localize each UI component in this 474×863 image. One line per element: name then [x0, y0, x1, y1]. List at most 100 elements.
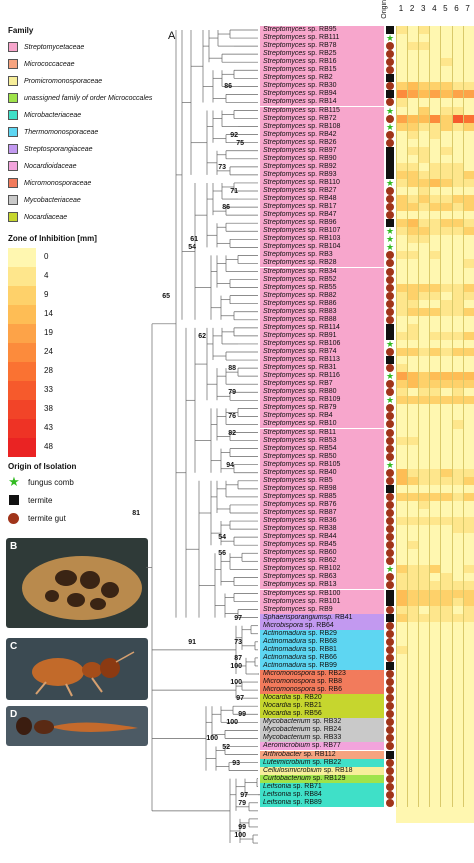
taxon-label: Streptomyces sp. RB94: [260, 90, 384, 99]
taxon-strain: sp. RB98: [305, 484, 337, 492]
heatmap-cell: [462, 436, 474, 446]
heatmap-cell: [451, 750, 464, 760]
family-label: Nocardiaceae: [24, 213, 68, 221]
heatmap-cell: [418, 58, 430, 67]
heatmap-cell: [429, 283, 441, 293]
heatmap-cell: [462, 58, 474, 67]
heatmap-cell: [451, 637, 464, 647]
heatmap-cell: [396, 106, 408, 116]
heatmap-cell: [396, 798, 408, 808]
termite-marker: [386, 750, 394, 759]
taxon-strain: sp. RB40: [305, 468, 337, 476]
heatmap-cell: [440, 533, 452, 542]
heatmap-cell: [462, 315, 474, 325]
panel-label-b: B: [10, 541, 18, 552]
heatmap-cell: [418, 452, 430, 462]
heatmap-cell: [418, 251, 430, 260]
heatmap-column-header: 4: [432, 4, 437, 13]
heatmap-cell: [396, 195, 408, 204]
bootstrap-value: 61: [190, 236, 198, 244]
taxon-strain: sp. RB21: [291, 702, 322, 710]
heatmap-cell: [429, 154, 441, 164]
heatmap-cell: [407, 661, 419, 671]
heatmap-cell: [451, 380, 464, 389]
heatmap-cell: [396, 653, 408, 663]
heatmap-cell: [462, 74, 474, 83]
heatmap-cell: [407, 573, 419, 582]
family-swatch: [8, 110, 18, 120]
taxon-genus: Streptomyces: [263, 452, 306, 460]
heatmap-cell: [407, 26, 419, 35]
heatmap-cell: [440, 66, 452, 75]
heatmap-cell: [429, 629, 441, 639]
heatmap-column-divider: [429, 26, 430, 807]
heatmap-cell: [407, 814, 419, 824]
termite-gut-marker: [386, 694, 394, 703]
heatmap-cell: [451, 428, 464, 438]
taxon-label: Streptomyces sp. RB105: [260, 460, 384, 469]
taxon-label: Streptomyces sp. RB44: [260, 533, 384, 542]
heatmap-cell: [462, 661, 474, 671]
heatmap-cell: [418, 476, 430, 486]
taxon-genus: Streptomyces: [263, 122, 306, 130]
heatmap-cell: [462, 388, 474, 397]
heatmap-cell: [396, 694, 408, 703]
heatmap-cell: [418, 549, 430, 558]
heatmap-cell: [462, 750, 474, 760]
taxon-genus: Streptomyces: [263, 500, 306, 508]
taxon-strain: sp. RB94: [305, 90, 337, 98]
photo-termite-worker: C: [6, 638, 148, 700]
heatmap-cell: [407, 653, 419, 663]
heatmap-cell: [451, 90, 464, 99]
heatmap-cell: [462, 484, 474, 494]
heatmap-cell: [451, 227, 464, 236]
family-label: unassigned family of order Micrococcales: [24, 94, 153, 102]
heatmap-cell: [407, 500, 419, 510]
taxon-genus: Microbispora: [263, 621, 304, 629]
termite-gut-marker: [386, 251, 394, 260]
termite-gut-marker: [386, 629, 394, 638]
heatmap-cell: [396, 404, 408, 413]
heatmap-cell: [407, 227, 419, 236]
heatmap-cell: [396, 178, 408, 188]
heatmap-cell: [462, 162, 474, 172]
heatmap-cell: [418, 710, 430, 719]
heatmap-cell: [462, 806, 474, 816]
heatmap-cell: [429, 549, 441, 558]
heatmap-cell: [440, 178, 452, 188]
heatmap-cell: [396, 645, 408, 655]
heatmap-cell: [396, 533, 408, 542]
heatmap-cell: [429, 758, 441, 768]
taxon-genus: Streptomyces: [263, 605, 306, 613]
heatmap-cell: [418, 404, 430, 413]
heatmap-cell: [462, 291, 474, 301]
heatmap-cell: [429, 66, 441, 75]
taxon-label: Streptomyces sp. RB63: [260, 573, 384, 582]
taxon-label: Mycobacterium sp. RB32: [260, 718, 384, 727]
taxon-strain: sp. RB96: [305, 219, 337, 227]
heatmap-cell: [396, 581, 408, 590]
bootstrap-value: 97: [240, 791, 248, 799]
taxon-strain: sp. RB29: [306, 629, 337, 637]
heatmap-cell: [451, 154, 464, 164]
bootstrap-value: 86: [222, 204, 230, 212]
taxon-strain: sp. RB76: [305, 500, 337, 508]
taxon-label: Nocardia sp. RB21: [260, 702, 384, 711]
heatmap-cell: [429, 98, 441, 107]
taxon-strain: sp. RB93: [305, 170, 337, 178]
heatmap-cell: [396, 187, 408, 196]
termite-gut-marker: [386, 653, 394, 662]
heatmap-cell: [462, 299, 474, 309]
termite-gut-marker: [386, 710, 394, 719]
family-label: Micromonosporaceae: [24, 179, 92, 187]
heatmap-cell: [418, 146, 430, 156]
heatmap-cell: [451, 734, 464, 743]
heatmap-cell: [418, 348, 430, 357]
heatmap-cell: [396, 605, 408, 615]
zone-legend-title: Zone of Inhibition [mm]: [8, 234, 97, 243]
heatmap-cell: [440, 678, 452, 687]
heatmap-cell: [451, 243, 464, 252]
heatmap-cell: [407, 492, 419, 502]
heatmap-cell: [418, 283, 430, 293]
heatmap-cell: [407, 50, 419, 59]
